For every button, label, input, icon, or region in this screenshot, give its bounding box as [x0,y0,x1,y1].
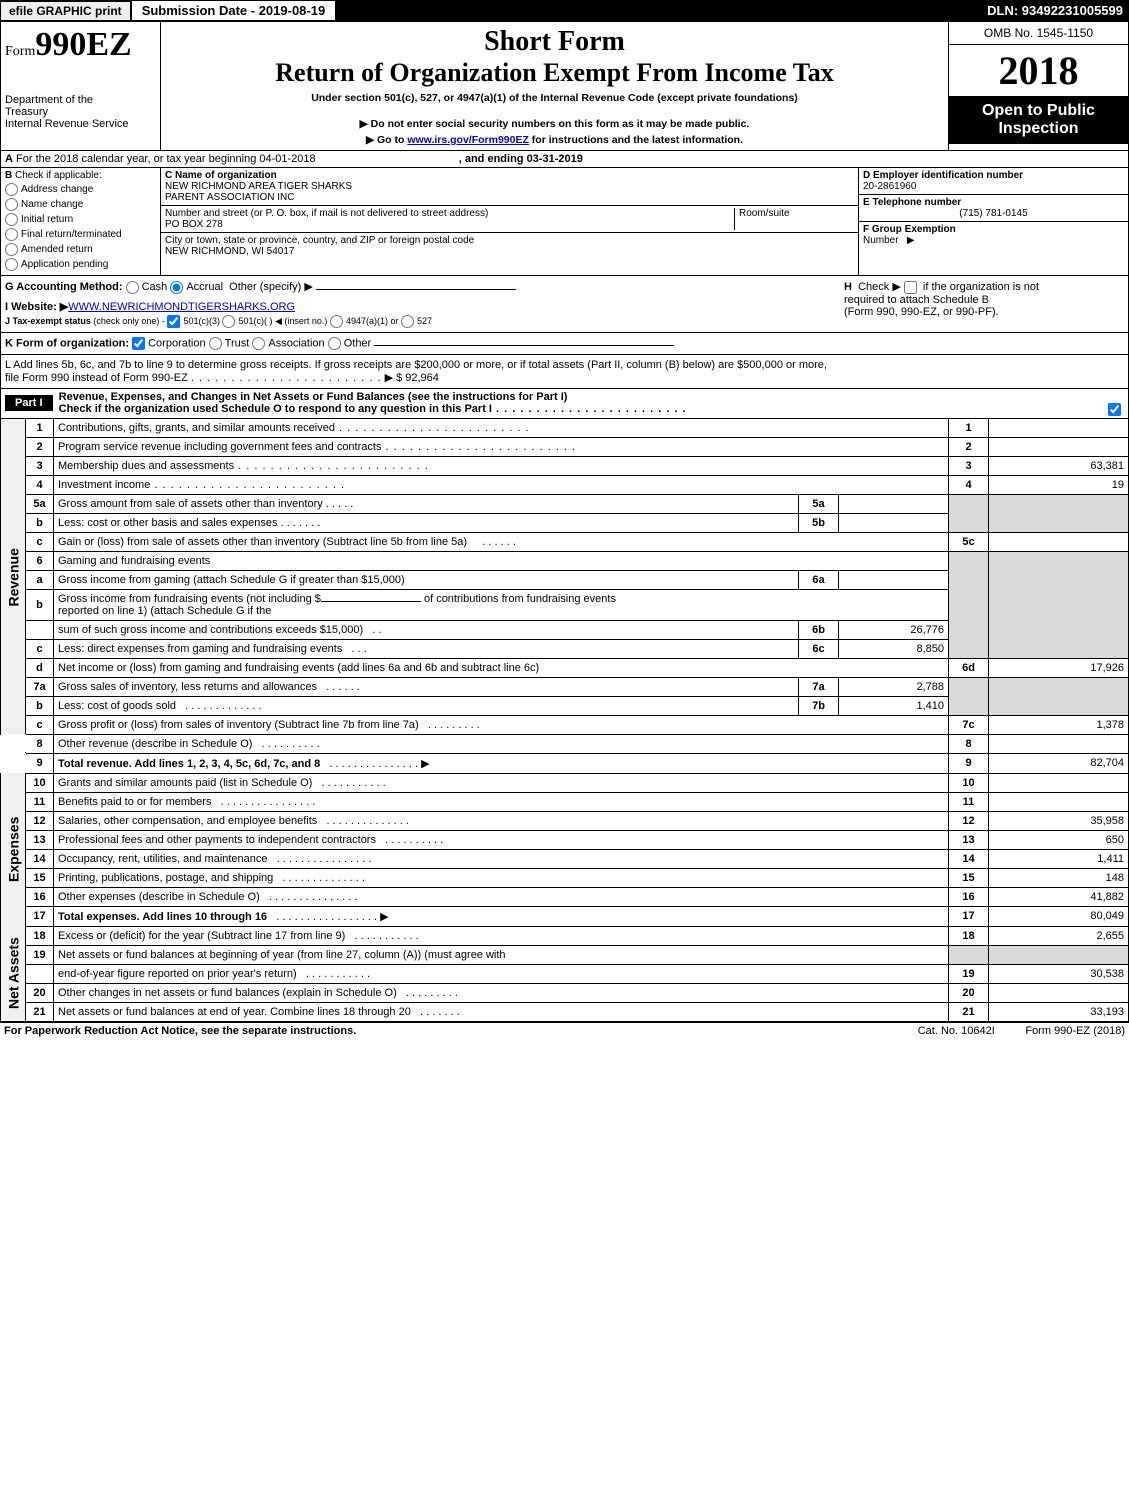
short-form-title: Short Form [165,26,944,58]
part-i-title: Revenue, Expenses, and Changes in Net As… [59,391,568,403]
final-return-radio[interactable]: Final return/terminated [5,228,156,241]
form-header: Form990EZ Department of the Treasury Int… [0,21,1129,151]
top-bar: efile GRAPHIC print Submission Date - 20… [0,0,1129,21]
tax-year: 2018 [949,45,1128,96]
section-bcdef: B Check if applicable: Address change Na… [0,168,1129,276]
part-i-badge: Part I [5,395,53,411]
address-row: Number and street (or P. O. box, if mail… [161,206,858,233]
application-pending-radio[interactable]: Application pending [5,258,156,271]
tax-exempt-status: J Tax-exempt status (check only one) - 5… [5,315,844,328]
line-a: A For the 2018 calendar year, or tax yea… [0,151,1129,168]
501c3-check[interactable] [167,315,180,328]
omb-number: OMB No. 1545-1150 [949,22,1128,45]
page-footer: For Paperwork Reduction Act Notice, see … [0,1022,1129,1039]
website-row: I Website: ▶WWW.NEWRICHMONDTIGERSHARKS.O… [5,300,844,313]
part-i-header: Part I Revenue, Expenses, and Changes in… [0,389,1129,419]
corporation-check[interactable] [132,337,145,350]
form-prefix: Form [5,44,35,59]
line-k: K Form of organization: Corporation Trus… [0,333,1129,355]
efile-print-button[interactable]: efile GRAPHIC print [0,1,131,21]
open-to-public: Open to PublicInspection [949,96,1128,144]
subtitle-2: Do not enter social security numbers on … [165,118,944,130]
subtitle-3: ▶ Go to www.irs.gov/Form990EZ for instru… [165,134,944,146]
other-radio[interactable] [328,337,341,350]
name-change-radio[interactable]: Name change [5,198,156,211]
line-g-h: G Accounting Method: Cash Accrual Other … [0,276,1129,333]
line-l: L Add lines 5b, 6c, and 7b to line 9 to … [0,355,1129,389]
part-i-subtitle: Check if the organization used Schedule … [59,403,492,415]
po-box: PO BOX 278 [165,219,223,230]
form-version: Form 990-EZ (2018) [1025,1025,1125,1037]
revenue-sidebar: Revenue [1,419,26,735]
city-state-zip: NEW RICHMOND, WI 54017 [165,246,294,257]
501c-radio[interactable] [222,315,235,328]
form-990ez: 990EZ [35,26,131,63]
org-name-row: C Name of organization NEW RICHMOND AREA… [161,168,858,206]
cat-no: Cat. No. 10642I [918,1025,995,1037]
part-i-table: Revenue 1Contributions, gifts, grants, a… [0,419,1129,1022]
return-title: Return of Organization Exempt From Incom… [165,58,944,88]
h-check[interactable] [904,281,917,294]
trust-radio[interactable] [209,337,222,350]
amended-return-radio[interactable]: Amended return [5,243,156,256]
group-exemption-row: F Group ExemptionNumber ▶ [859,222,1128,248]
initial-return-radio[interactable]: Initial return [5,213,156,226]
subtitle-1: Under section 501(c), 527, or 4947(a)(1)… [165,92,944,104]
form-number: Form990EZ [5,26,156,64]
net-assets-sidebar: Net Assets [1,926,26,1021]
expenses-sidebar: Expenses [1,773,26,926]
accrual-radio[interactable] [170,281,183,294]
line-h: H Check ▶ if the organization is not req… [844,280,1124,328]
address-change-radio[interactable]: Address change [5,183,156,196]
association-radio[interactable] [252,337,265,350]
department-label: Department of the Treasury Internal Reve… [5,94,156,130]
cash-radio[interactable] [126,281,139,294]
room-suite: Room/suite [739,208,790,219]
check-if-applicable: Check if applicable: [15,170,102,181]
phone-row: E Telephone number(715) 781-0145 [859,195,1128,222]
4947-radio[interactable] [330,315,343,328]
ein-row: D Employer identification number20-28619… [859,168,1128,195]
submission-date: Submission Date - 2019-08-19 [131,0,337,21]
website-link[interactable]: WWW.NEWRICHMONDTIGERSHARKS.ORG [68,301,295,313]
paperwork-notice: For Paperwork Reduction Act Notice, see … [4,1025,356,1037]
527-radio[interactable] [401,315,414,328]
accounting-method: G Accounting Method: Cash Accrual Other … [5,280,844,294]
city-row: City or town, state or province, country… [161,233,858,259]
irs-link[interactable]: www.irs.gov/Form990EZ [407,134,529,146]
dln-label: DLN: 93492231005599 [981,1,1129,20]
part-i-check[interactable] [1108,403,1121,416]
